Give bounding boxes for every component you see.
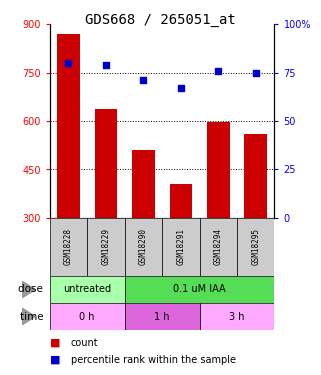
Text: 0 h: 0 h	[80, 312, 95, 321]
Bar	[237, 218, 274, 276]
Text: dose: dose	[18, 285, 47, 294]
Bar	[50, 276, 125, 303]
Text: GSM18291: GSM18291	[176, 228, 185, 266]
Bar	[50, 303, 125, 330]
Bar	[125, 276, 274, 303]
Text: untreated: untreated	[63, 285, 111, 294]
Point	[141, 78, 146, 84]
Bar	[125, 303, 200, 330]
Bar	[245, 134, 267, 218]
Text: GSM18294: GSM18294	[214, 228, 223, 266]
Text: GSM18295: GSM18295	[251, 228, 260, 266]
Bar	[87, 218, 125, 276]
Point	[178, 85, 183, 91]
Text: 0.1 uM IAA: 0.1 uM IAA	[173, 285, 226, 294]
Text: percentile rank within the sample: percentile rank within the sample	[71, 355, 236, 365]
Polygon shape	[22, 308, 35, 325]
Bar	[50, 218, 87, 276]
Polygon shape	[22, 281, 35, 298]
Point	[216, 68, 221, 74]
Text: 1 h: 1 h	[154, 312, 170, 321]
Text: ■: ■	[50, 355, 64, 365]
Bar	[132, 150, 155, 218]
Bar	[95, 109, 117, 218]
Text: time: time	[20, 312, 47, 321]
Bar	[207, 122, 230, 218]
Bar	[57, 34, 80, 218]
Text: count: count	[71, 338, 98, 348]
Text: ■: ■	[50, 338, 64, 348]
Bar	[200, 218, 237, 276]
Bar	[162, 218, 200, 276]
Point	[103, 62, 108, 68]
Bar	[125, 218, 162, 276]
Text: GSM18229: GSM18229	[101, 228, 110, 266]
Text: GSM18290: GSM18290	[139, 228, 148, 266]
Bar	[200, 303, 274, 330]
Text: GDS668 / 265051_at: GDS668 / 265051_at	[85, 13, 236, 27]
Bar	[169, 184, 192, 218]
Text: GSM18228: GSM18228	[64, 228, 73, 266]
Point	[253, 70, 258, 76]
Text: 3 h: 3 h	[229, 312, 245, 321]
Point	[66, 60, 71, 66]
